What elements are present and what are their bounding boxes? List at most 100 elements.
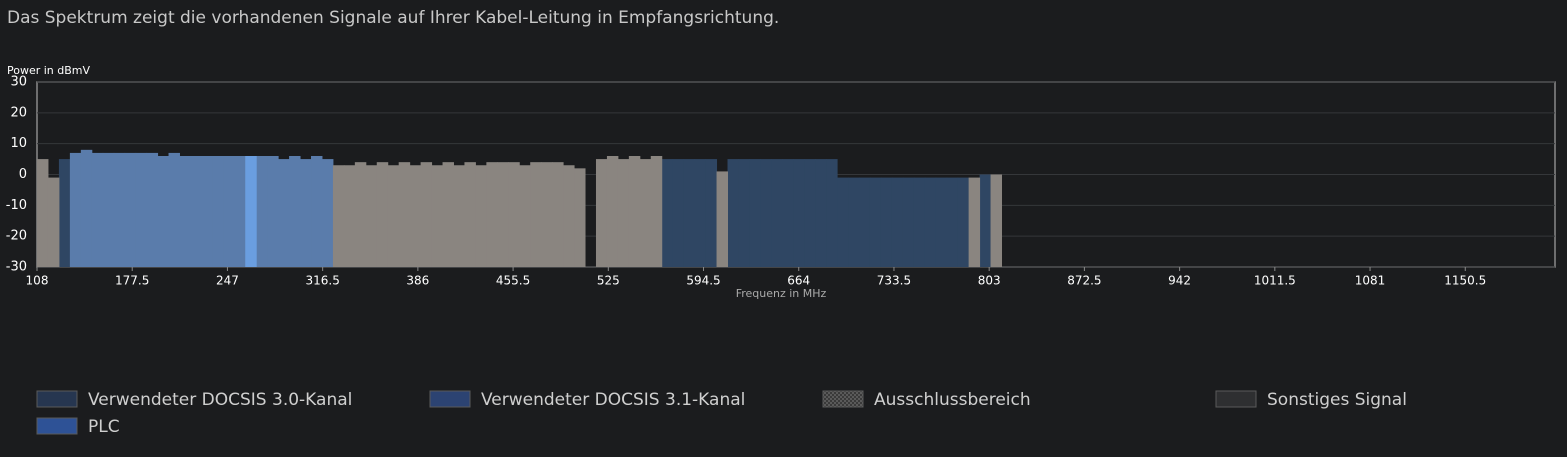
x-tick-label: 1150.5	[1444, 274, 1486, 288]
signal-column	[880, 177, 893, 267]
signal-column	[869, 177, 882, 267]
x-tick-label: 108	[26, 274, 49, 288]
signal-column	[332, 165, 345, 267]
signal-column	[859, 177, 871, 267]
signal-column	[289, 156, 301, 267]
signal-column	[935, 177, 948, 267]
y-tick-label: 30	[10, 75, 27, 90]
signal-column	[530, 162, 542, 267]
signal-column	[365, 165, 378, 267]
signal-column	[190, 156, 202, 267]
signal-column	[661, 159, 674, 267]
signal-column	[826, 159, 838, 267]
signal-column	[387, 165, 400, 267]
y-axis-label: Power in dBmV	[7, 64, 91, 77]
x-tick-label: 525	[597, 274, 620, 288]
signal-column	[628, 156, 641, 267]
signal-column	[398, 162, 411, 267]
signal-column	[968, 177, 981, 267]
signal-column	[924, 177, 937, 267]
signal-column	[497, 162, 509, 267]
signal-column	[804, 159, 816, 267]
signal-column	[771, 159, 783, 267]
signal-column	[837, 177, 849, 267]
signal-column	[716, 171, 728, 267]
signal-column	[475, 165, 487, 267]
x-tick-label: 1011.5	[1254, 274, 1296, 288]
y-tick-label: 0	[19, 167, 27, 182]
signal-column	[245, 156, 257, 267]
signal-column	[957, 177, 970, 267]
y-tick-label: 10	[10, 136, 27, 151]
signal-column	[848, 177, 860, 267]
signal-column	[782, 159, 794, 267]
signal-column	[300, 159, 312, 267]
x-tick-label: 455.5	[496, 274, 530, 288]
signal-column	[37, 159, 49, 267]
signal-column	[420, 162, 433, 267]
legend-label: Verwendeter DOCSIS 3.0-Kanal	[88, 390, 352, 410]
signal-column	[979, 174, 992, 267]
x-tick-label: 1081	[1355, 274, 1386, 288]
signal-column	[672, 159, 685, 267]
signal-column	[91, 152, 104, 267]
x-tick-label: 316.5	[305, 274, 339, 288]
signal-column	[223, 156, 235, 267]
signal-column	[343, 165, 356, 267]
y-tick-label: 20	[10, 105, 27, 120]
signal-column	[168, 152, 180, 267]
signal-column	[639, 159, 652, 267]
signal-column	[694, 159, 707, 267]
legend-swatch	[36, 417, 78, 435]
signal-column	[464, 162, 476, 267]
signal-column	[354, 162, 367, 267]
signal-column	[58, 159, 71, 267]
signal-column	[990, 174, 1003, 267]
signal-column	[212, 156, 224, 267]
signal-column	[815, 159, 827, 267]
signal-column	[606, 156, 619, 267]
signal-column	[278, 159, 290, 267]
x-tick-label: 733.5	[877, 274, 911, 288]
signal-column	[946, 177, 959, 267]
signal-column	[913, 177, 926, 267]
signal-column	[102, 152, 115, 267]
signal-column	[574, 168, 586, 267]
signal-column	[135, 152, 148, 267]
signal-column	[311, 156, 323, 267]
x-tick-label: 386	[406, 274, 429, 288]
signal-column	[508, 162, 520, 267]
y-tick-label: -30	[6, 260, 27, 275]
signal-column	[705, 159, 718, 267]
signal-column	[431, 165, 444, 267]
x-tick-label: 872.5	[1067, 274, 1101, 288]
signal-column	[683, 159, 696, 267]
signal-column	[617, 159, 630, 267]
signal-column	[760, 159, 772, 267]
signal-column	[157, 156, 170, 267]
signal-column	[749, 159, 761, 267]
signal-column	[442, 162, 454, 267]
legend-label: PLC	[88, 417, 120, 437]
x-tick-label: 942	[1168, 274, 1191, 288]
signal-column	[80, 149, 93, 267]
signal-column	[650, 156, 663, 267]
legend-swatch	[1215, 390, 1257, 408]
legend-swatch	[822, 390, 864, 408]
signal-column	[201, 156, 213, 267]
signal-column	[113, 152, 126, 267]
signal-column	[69, 152, 82, 267]
signal-column	[519, 165, 531, 267]
x-tick-label: 247	[216, 274, 239, 288]
signal-column	[146, 152, 159, 267]
x-tick-label: 803	[978, 274, 1001, 288]
header-text: Das Spektrum zeigt die vorhandenen Signa…	[7, 8, 779, 28]
legend-swatch	[36, 390, 78, 408]
x-tick-label: 594.5	[686, 274, 720, 288]
signal-column	[595, 159, 608, 267]
signal-column	[376, 162, 389, 267]
signal-column	[124, 152, 137, 267]
signal-column	[727, 159, 739, 267]
